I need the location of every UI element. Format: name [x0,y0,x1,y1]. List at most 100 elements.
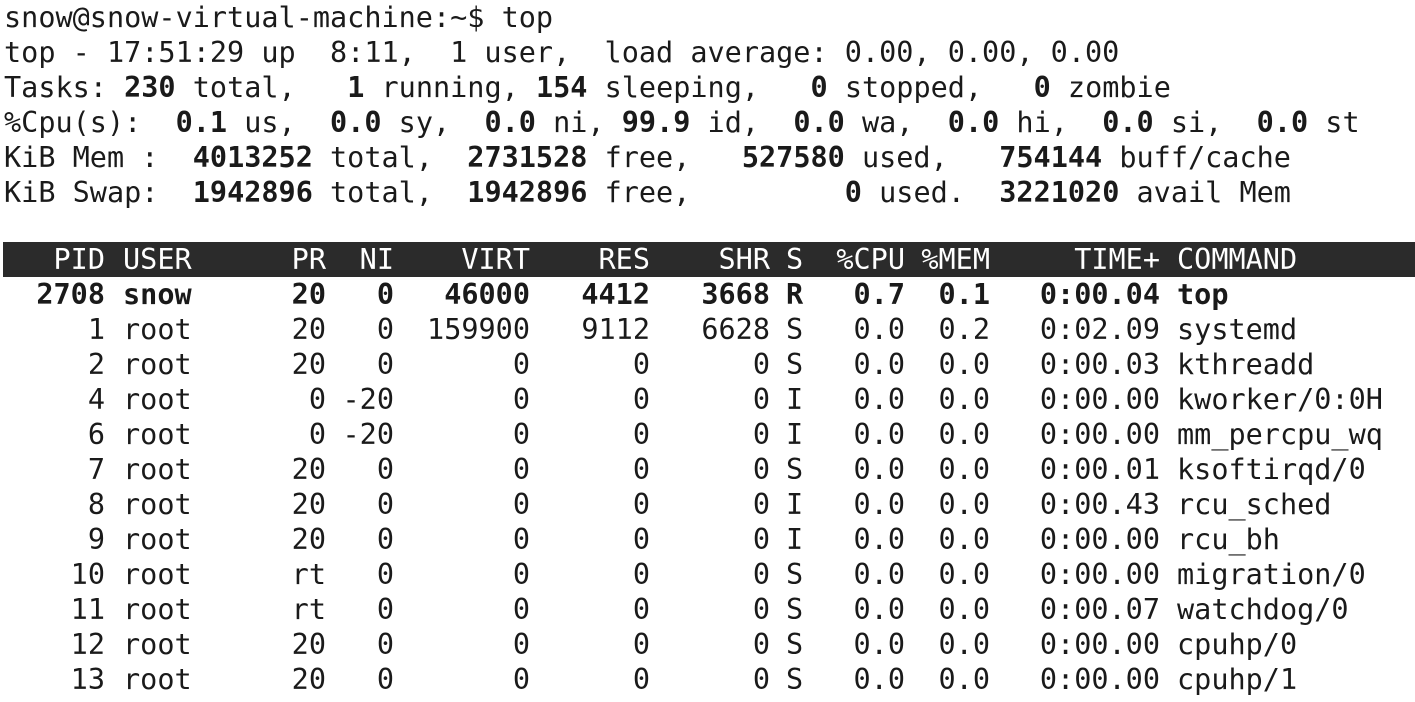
shr-cell: 0 [752,593,770,626]
command-cell: migration/0 [1177,558,1366,591]
res-cell: 0 [632,383,650,416]
process-row[interactable]: 11 root rt 0 0 0 0 S 0.0 0.0 0:00.07 watchdog/0 [0,592,1415,627]
mem-used-value: 527580 [741,141,845,174]
user-cell: root [123,628,192,661]
cpu-ni-label: ni, [535,106,622,139]
cpu-sy-label: sy, [381,106,485,139]
state-cell: S [786,348,804,381]
priority-cell: 20 [291,278,326,311]
column-header-cpu[interactable]: %CPU [836,243,905,276]
priority-cell: 20 [291,488,326,521]
res-cell: 0 [632,523,650,556]
mem-free-value: 2731528 [467,141,588,174]
priority-cell: 0 [308,418,326,451]
process-row[interactable]: 1 root 20 0 159900 9112 6628 S 0.0 0.2 0:02.09 syst… [0,312,1415,347]
res-cell: 0 [632,558,650,591]
state-cell: S [786,663,804,696]
nice-cell: 0 [376,313,394,346]
column-header-shr[interactable]: SHR [718,243,770,276]
cpu-id-label: id, [690,106,794,139]
virt-cell: 0 [512,663,530,696]
column-header-ni[interactable]: NI [359,243,394,276]
mem-cell: 0.0 [938,418,990,451]
cpu-us-label: us, [227,106,331,139]
shr-cell: 6628 [701,313,770,346]
virt-cell: 0 [512,558,530,591]
shr-cell: 0 [752,453,770,486]
command-cell: cpuhp/0 [1177,628,1298,661]
tasks-sleeping-label: sleeping, [587,71,811,104]
column-header-res[interactable]: RES [598,243,650,276]
process-row[interactable]: 2708 snow 20 0 46000 4412 3668 R 0.7 0.1 0:00.04 to… [0,277,1415,312]
mem-total-value: 4013252 [192,141,313,174]
swap-line: KiB Swap: 1942896 total, 1942896 free, 0… [4,175,1291,210]
process-row[interactable]: 9 root 20 0 0 0 0 I 0.0 0.0 0:00.00 rcu_bh [0,522,1415,557]
mem-cell: 0.0 [938,558,990,591]
cpu-cell: 0.7 [853,278,905,311]
pid-cell: 12 [70,628,105,661]
tasks-sleeping-value: 154 [535,71,588,104]
process-row[interactable]: 6 root 0 -20 0 0 0 I 0.0 0.0 0:00.00 mm_percpu_wq [0,417,1415,452]
process-row[interactable]: 10 root rt 0 0 0 0 S 0.0 0.0 0:00.00 migration/0 [0,557,1415,592]
pid-cell: 6 [87,418,105,451]
column-header-time[interactable]: TIME+ [1074,243,1160,276]
res-cell: 0 [632,453,650,486]
column-header-mem[interactable]: %MEM [921,243,990,276]
mem-cell: 0.0 [938,593,990,626]
nice-cell: 0 [376,348,394,381]
user-cell: root [123,593,192,626]
res-cell: 0 [632,663,650,696]
shr-cell: 0 [752,418,770,451]
mem-cell: 0.0 [938,383,990,416]
res-cell: 0 [632,348,650,381]
command-cell: rcu_sched [1177,488,1332,521]
swap-free-label: free, [587,176,845,209]
process-row[interactable]: 13 root 20 0 0 0 0 S 0.0 0.0 0:00.00 cpuhp/1 [0,662,1415,697]
column-header-virt[interactable]: VIRT [461,243,530,276]
priority-cell: 20 [291,313,326,346]
time-cell: 0:00.00 [1039,418,1160,451]
mem-label: KiB Mem : [4,141,193,174]
time-cell: 0:00.07 [1039,593,1160,626]
cpu-hi-value: 0.0 [947,106,1000,139]
tasks-total-label: total, [175,71,348,104]
cpu-cell: 0.0 [853,348,905,381]
priority-cell: 20 [291,663,326,696]
priority-cell: 20 [291,523,326,556]
time-cell: 0:00.04 [1039,278,1160,311]
shr-cell: 0 [752,348,770,381]
column-header-state[interactable]: S [786,243,804,276]
command-cell: mm_percpu_wq [1177,418,1383,451]
user-cell: snow [123,278,192,311]
process-row[interactable]: 4 root 0 -20 0 0 0 I 0.0 0.0 0:00.00 kworker/0:0H [0,382,1415,417]
pid-cell: 9 [87,523,105,556]
time-cell: 0:00.00 [1039,383,1160,416]
tasks-zombie-label: zombie [1050,71,1171,104]
column-header-pid[interactable]: PID [53,243,105,276]
process-row[interactable]: 12 root 20 0 0 0 0 S 0.0 0.0 0:00.00 cpuhp/0 [0,627,1415,662]
cpu-cell: 0.0 [853,663,905,696]
mem-free-label: free, [587,141,742,174]
tasks-label: Tasks: [4,71,125,104]
swap-total-label: total, [312,176,468,209]
virt-cell: 46000 [444,278,530,311]
column-header-user[interactable]: USER [123,243,192,276]
nice-cell: 0 [376,453,394,486]
process-row[interactable]: 7 root 20 0 0 0 0 S 0.0 0.0 0:00.01 ksoftirqd/0 [0,452,1415,487]
res-cell: 0 [632,418,650,451]
user-cell: root [123,558,192,591]
process-row[interactable]: 2 root 20 0 0 0 0 S 0.0 0.0 0:00.03 kthreadd [0,347,1415,382]
tasks-running-value: 1 [347,71,365,104]
user-cell: root [123,348,192,381]
shr-cell: 0 [752,628,770,661]
process-row[interactable]: 8 root 20 0 0 0 0 I 0.0 0.0 0:00.43 rcu_sched [0,487,1415,522]
pid-cell: 2708 [36,278,105,311]
mem-cell: 0.2 [938,313,990,346]
nice-cell: 0 [376,593,394,626]
time-cell: 0:02.09 [1039,313,1160,346]
time-cell: 0:00.01 [1039,453,1160,486]
column-header-pr[interactable]: PR [291,243,326,276]
column-header-command[interactable]: COMMAND [1177,243,1298,276]
user-cell: root [123,313,192,346]
